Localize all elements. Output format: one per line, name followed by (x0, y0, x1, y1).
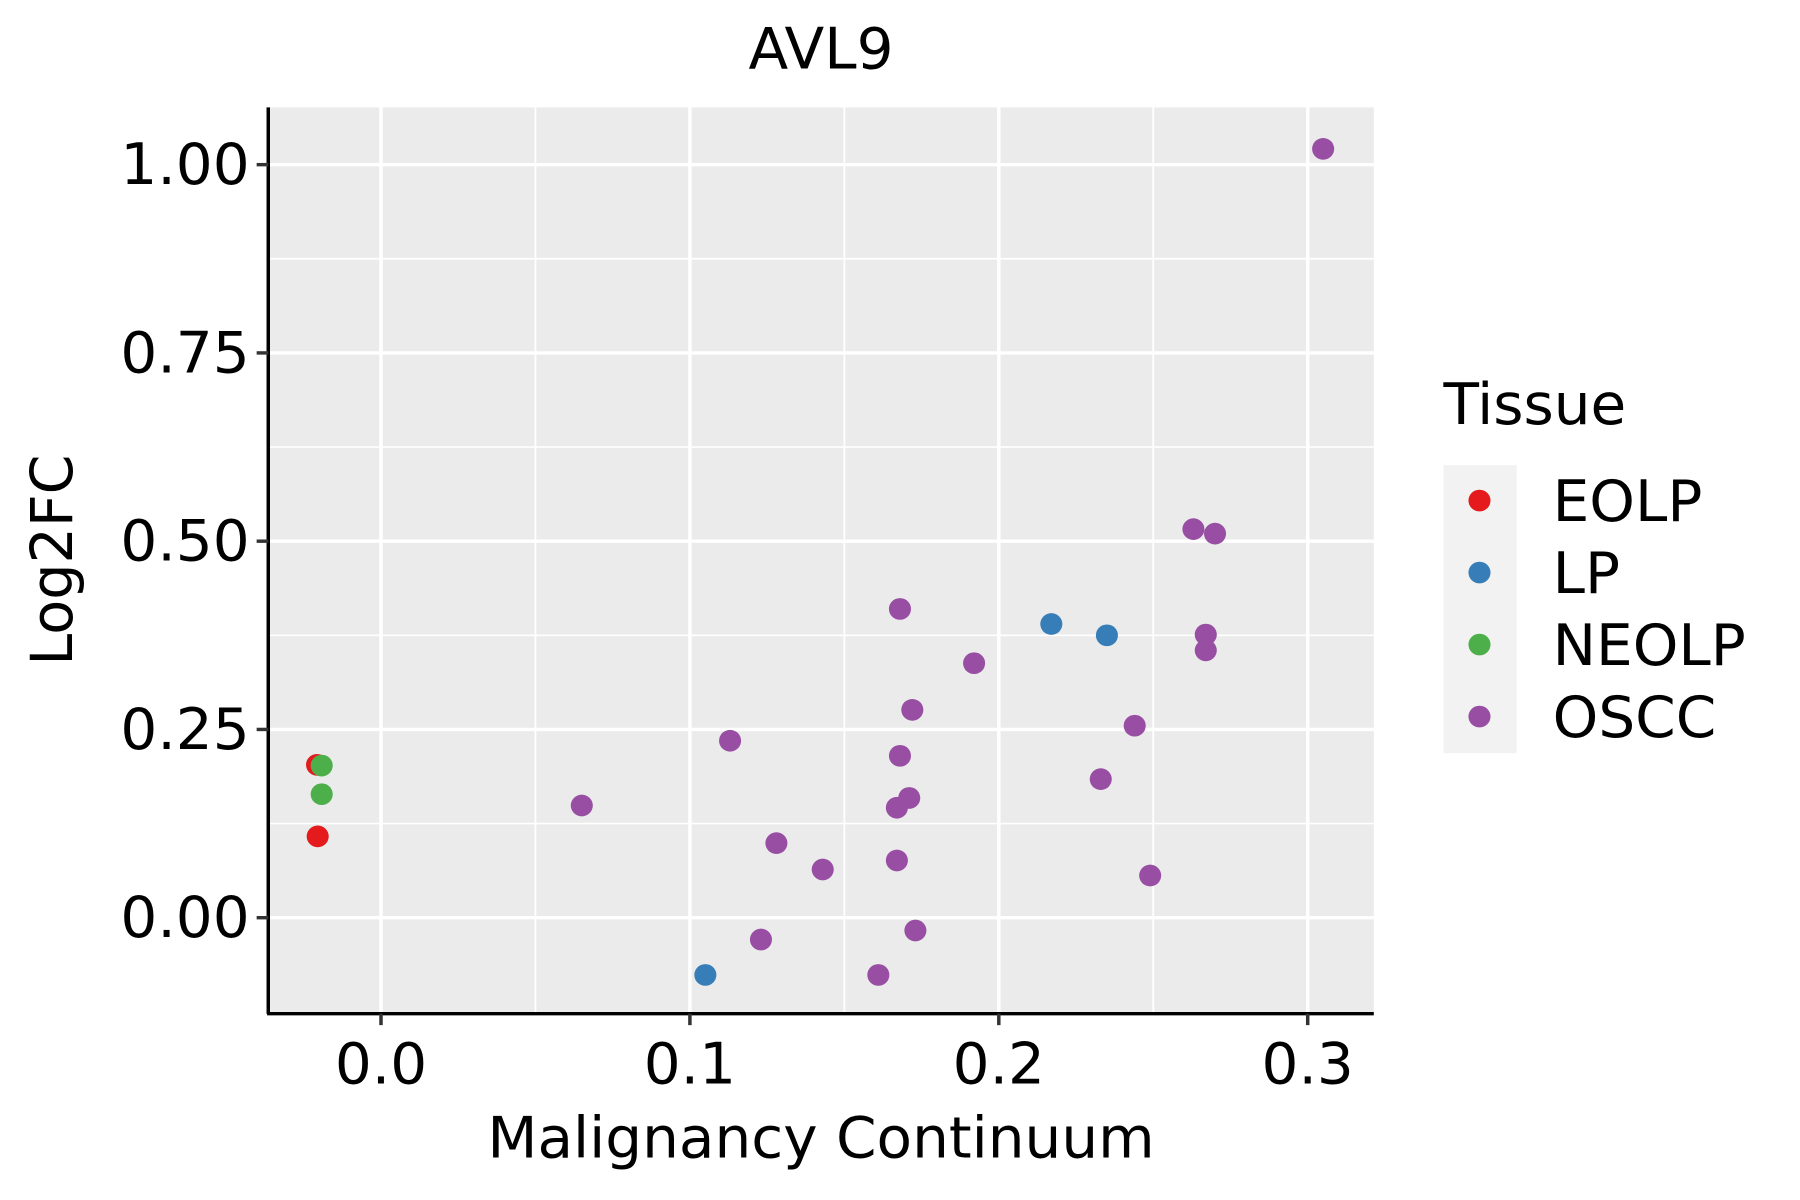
legend-label-neolp: NEOLP (1553, 613, 1746, 679)
data-points (306, 137, 1335, 986)
grid-lines (268, 107, 1374, 1014)
legend-key-oscc (1468, 705, 1491, 728)
y-tick-label: 0.00 (120, 885, 249, 951)
y-tick-label: 0.25 (120, 696, 249, 762)
point-oscc (570, 794, 593, 817)
y-tick-label: 0.50 (120, 508, 249, 574)
point-oscc (888, 744, 911, 767)
point-oscc (719, 729, 742, 752)
legend-label-eolp: EOLP (1553, 469, 1703, 535)
x-axis-label: Malignancy Continuum (487, 1105, 1154, 1171)
x-tick-label: 0.1 (644, 1031, 736, 1097)
y-tick-label: 1.00 (120, 132, 249, 198)
point-oscc (811, 858, 834, 881)
y-axis-label: Log2FC (19, 454, 87, 665)
point-eolp (306, 825, 329, 848)
point-oscc (904, 919, 927, 942)
point-oscc (867, 964, 890, 986)
legend-key-eolp (1468, 489, 1491, 512)
legend-key-lp (1468, 561, 1491, 584)
point-oscc (765, 832, 788, 855)
point-oscc (1123, 714, 1146, 737)
point-oscc (1139, 864, 1162, 887)
legend-label-lp: LP (1553, 541, 1620, 607)
point-lp (1095, 624, 1118, 647)
point-oscc (1194, 623, 1217, 646)
point-oscc (885, 849, 908, 872)
point-oscc (1194, 639, 1217, 662)
legend-key-background (1443, 465, 1517, 754)
point-oscc (963, 652, 986, 675)
legend-key-neolp (1468, 633, 1491, 656)
legend-label-oscc: OSCC (1553, 685, 1717, 751)
x-tick-label: 0.3 (1262, 1031, 1354, 1097)
point-lp (1040, 613, 1063, 635)
point-oscc (1089, 768, 1112, 790)
x-tick-label: 0.2 (953, 1031, 1045, 1097)
point-neolp (310, 754, 333, 777)
x-tick-label: 0.0 (335, 1031, 427, 1097)
point-oscc (888, 598, 911, 620)
point-neolp (310, 783, 333, 806)
point-lp (694, 964, 717, 986)
point-oscc (1182, 518, 1205, 540)
y-tick-label: 0.75 (120, 320, 249, 386)
legend-title: Tissue (1442, 371, 1626, 437)
axis-ticks: 0.0 0.1 0.2 0.3 0.00 0.25 0.50 0.75 1.00 (120, 132, 1353, 1098)
point-oscc (1312, 137, 1335, 160)
point-oscc (901, 699, 924, 721)
point-oscc (749, 928, 772, 951)
point-oscc (885, 796, 908, 819)
point-oscc (1204, 522, 1227, 545)
chart-title: AVL9 (749, 16, 894, 82)
